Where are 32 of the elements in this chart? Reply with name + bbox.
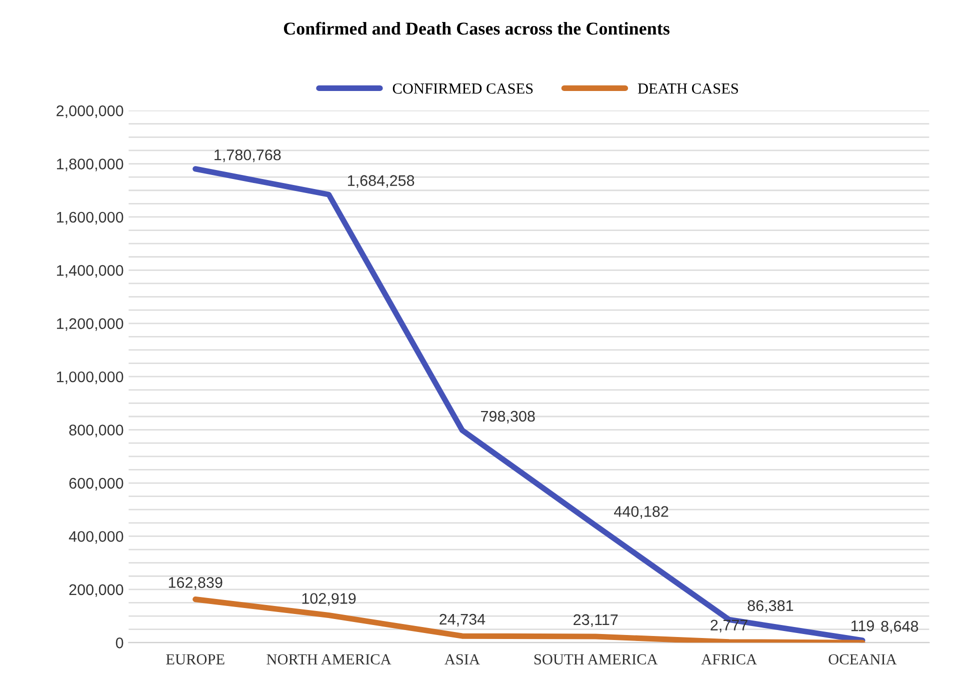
data-label: 23,117 (574, 614, 618, 627)
y-tick-label: 1,000,000 (57, 371, 124, 384)
data-label: 1,780,768 (214, 149, 281, 162)
y-tick-label: 1,600,000 (57, 212, 124, 224)
x-tick-label: ASIA (444, 654, 480, 664)
x-tick-label: EUROPE (166, 654, 224, 664)
y-tick-label: 1,800,000 (57, 158, 124, 172)
y-tick-label: 0 (116, 638, 124, 648)
x-tick-label: AFRICA (701, 654, 757, 664)
y-tick-label: 2,000,000 (56, 105, 124, 118)
x-tick-label: NORTH AMERICA (266, 654, 392, 664)
x-tick-label: OCEANIA (828, 654, 897, 664)
y-tick-label: 1,400,000 (57, 265, 124, 278)
data-label: 2,777 (710, 620, 748, 632)
chart-title: Confirmed and Death Cases across the Continents (284, 22, 670, 35)
y-tick-label: 400,000 (68, 531, 124, 544)
data-label: 1,684,258 (348, 175, 414, 188)
data-label: 24,734 (440, 614, 486, 626)
legend-label: CONFIRMED CASES (392, 83, 533, 94)
y-tick-label: 1,200,000 (57, 318, 124, 331)
data-label: 798,308 (481, 410, 535, 424)
data-label: 86,381 (748, 600, 794, 613)
data-label: 119 (851, 620, 874, 632)
data-label: 162,839 (168, 577, 222, 590)
y-tick-label: 200,000 (69, 584, 124, 597)
data-label: 8,648 (881, 620, 918, 634)
x-tick-label: SOUTH AMERICA (534, 654, 658, 664)
data-label: 102,919 (302, 593, 356, 606)
y-tick-label: 600,000 (69, 478, 124, 490)
legend-label: DEATH CASES (638, 83, 738, 94)
y-tick-label: 800,000 (69, 424, 124, 438)
data-label: 440,182 (614, 506, 668, 519)
